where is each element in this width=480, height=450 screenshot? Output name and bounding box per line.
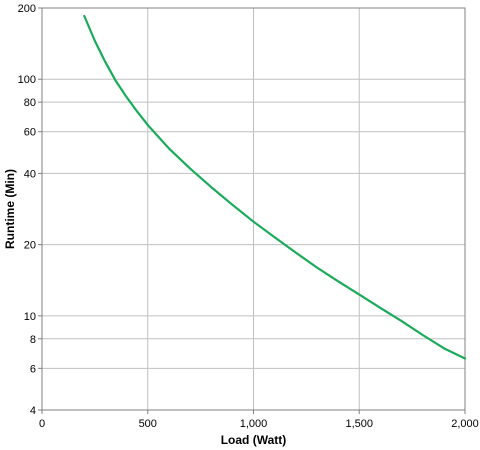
- y-tick-label: 20: [24, 240, 36, 252]
- x-axis-title: Load (Watt): [221, 433, 287, 447]
- y-axis-title: Runtime (Min): [3, 169, 17, 249]
- x-tick-label: 0: [39, 418, 45, 430]
- tick-labels: 0 500 1,000 1,500 2,000 4 6 8 10 20 40 60 80 100 200: [18, 3, 479, 430]
- series-line: [83, 14, 467, 360]
- y-tick-label: 6: [30, 363, 36, 375]
- x-tick-label: 2,000: [451, 418, 479, 430]
- y-tick-label: 100: [18, 74, 36, 86]
- x-tick-label: 1,000: [240, 418, 268, 430]
- y-tick-label: 8: [30, 334, 36, 346]
- y-tick-label: 40: [24, 168, 36, 180]
- x-tick-label: 500: [139, 418, 157, 430]
- y-tick-label: 80: [24, 97, 36, 109]
- y-tick-label: 60: [24, 127, 36, 139]
- y-tick-label: 4: [30, 405, 36, 417]
- y-tick-label: 200: [18, 3, 36, 15]
- y-tick-label: 10: [24, 311, 36, 323]
- grid-lines: [41, 7, 466, 411]
- x-tick-label: 1,500: [345, 418, 373, 430]
- series-layer: [83, 14, 467, 360]
